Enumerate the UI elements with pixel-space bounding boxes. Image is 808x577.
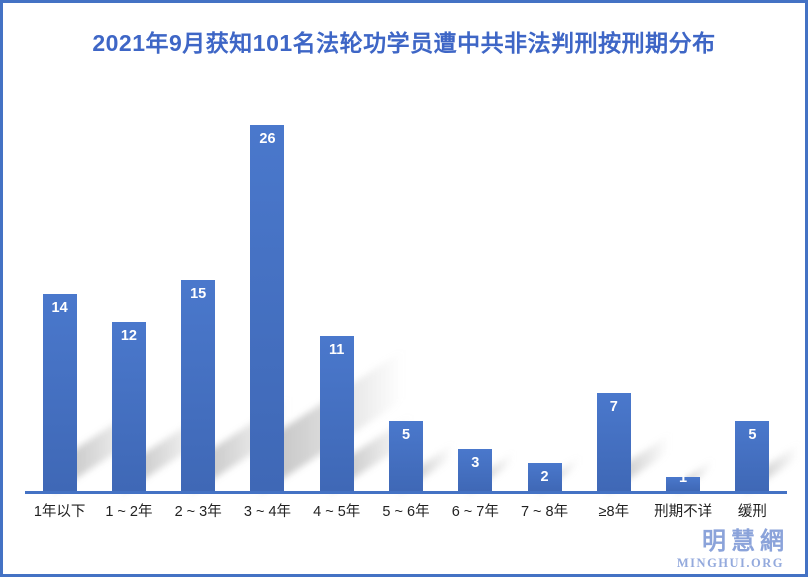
bar-value-label: 1: [679, 469, 688, 486]
bar-value-label: 26: [259, 131, 276, 148]
x-axis-label: 5 ~ 6年: [382, 504, 430, 520]
bar: 12: [111, 322, 146, 491]
logo-cn-text: 明慧網: [702, 528, 789, 555]
x-axis-label: 7 ~ 8年: [520, 504, 569, 520]
bar-value-label: 3: [471, 454, 480, 471]
x-axis-label: 3 ~ 4年: [243, 504, 292, 520]
x-axis-label: 1年以下: [33, 504, 86, 520]
bar: 26: [250, 125, 285, 491]
bar: 5: [735, 420, 770, 491]
bar: 11: [319, 336, 354, 491]
bar-value-label: 12: [120, 328, 137, 345]
x-axis-label: ≥8年: [598, 504, 630, 520]
bar-value-label: 5: [401, 426, 411, 443]
bar: 5: [389, 420, 423, 491]
bar-value-label: 5: [748, 426, 757, 443]
x-axis-label: 1 ~ 2年: [105, 504, 153, 520]
minghui-logo: 明慧網 MINGHUI.ORG: [676, 529, 784, 571]
logo-en-text: MINGHUI.ORG: [676, 556, 784, 570]
x-axis-label: 刑期不详: [654, 504, 713, 520]
bar: 3: [458, 448, 493, 491]
bar-value-label: 7: [609, 398, 618, 415]
bar-value-label: 2: [540, 468, 549, 485]
bar: 1: [666, 470, 701, 491]
bar: 14: [42, 294, 77, 491]
x-axis-label: 4 ~ 5年: [313, 504, 361, 520]
chart-title: 2021年9月获知101名法轮功学员遭中共非法判刑按刑期分布: [92, 30, 716, 56]
bar-value-label: 11: [329, 342, 345, 359]
bar: 7: [596, 392, 631, 491]
bar-value-label: 15: [190, 285, 207, 302]
bar-value-label: 14: [51, 300, 68, 317]
bar: 2: [527, 462, 562, 491]
x-axis-label: 2 ~ 3年: [174, 504, 222, 520]
bar: 15: [181, 279, 216, 491]
x-axis-label: 缓刑: [737, 504, 767, 520]
x-axis-label: 6 ~ 7年: [451, 504, 499, 520]
plot-area: 14 12 15 26 11 5 3 2 7 1 5: [3, 3, 805, 574]
x-axis-line: [25, 491, 787, 494]
